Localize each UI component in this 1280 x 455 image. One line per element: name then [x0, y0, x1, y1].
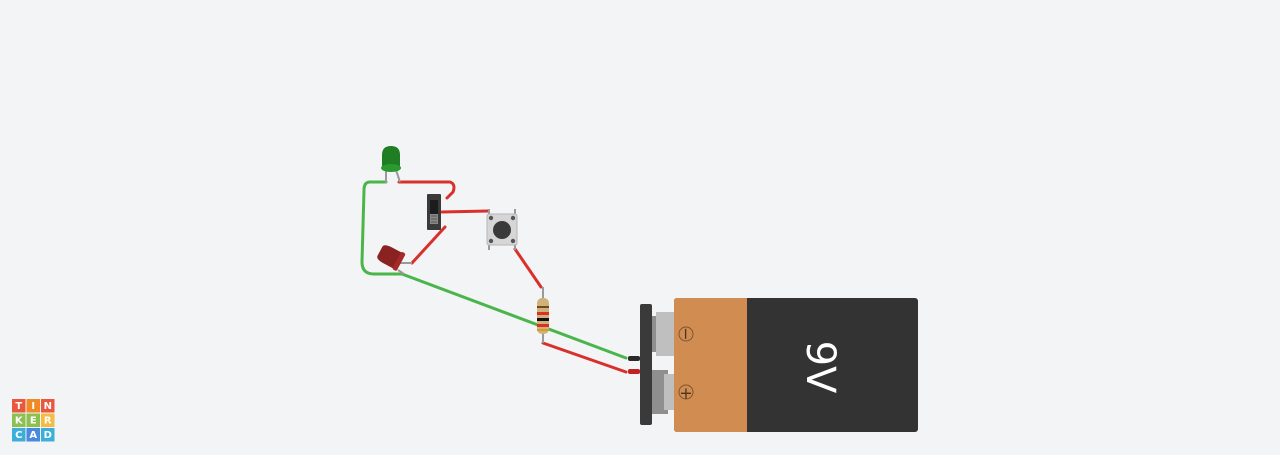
- battery-9v[interactable]: − + 9V: [628, 298, 918, 432]
- logo-tile: [41, 413, 55, 427]
- resistor-band-1: [537, 306, 549, 308]
- wire-red-led-to-switch[interactable]: [397, 180, 456, 200]
- resistor-band-2: [537, 312, 549, 315]
- logo-tile: [41, 399, 55, 413]
- logo-letter: I: [31, 401, 35, 412]
- battery-positive-lead: [628, 369, 640, 374]
- green-led[interactable]: [381, 146, 401, 183]
- logo-letter: A: [29, 430, 37, 441]
- wire-red-switch-to-button[interactable]: [440, 209, 490, 214]
- wire-red-button-to-resistor[interactable]: [513, 247, 543, 289]
- logo-tile: [26, 413, 40, 427]
- resistor-band-3: [537, 318, 549, 321]
- logo-letter: C: [15, 430, 22, 441]
- red-led[interactable]: [375, 242, 412, 275]
- wire-red-resistor-to-battery[interactable]: [541, 341, 628, 374]
- logo-letter: K: [15, 415, 24, 426]
- battery-plus-symbol: +: [679, 384, 692, 403]
- slide-switch[interactable]: [427, 194, 441, 230]
- logo-tile: [12, 428, 26, 442]
- logo-tile: [26, 428, 40, 442]
- battery-plus-ring: [678, 384, 694, 400]
- logo-tile: [12, 413, 26, 427]
- pushbutton[interactable]: [486, 209, 518, 250]
- logo-letter: N: [44, 401, 52, 412]
- resistor[interactable]: [537, 287, 549, 343]
- battery-minus-ring: [678, 326, 694, 342]
- tinkercad-logo: T I N K E R C A D: [12, 399, 55, 442]
- wires: [360, 180, 628, 374]
- wire-red-switch-to-red-led[interactable]: [410, 225, 447, 265]
- logo-tile: [26, 399, 40, 413]
- logo-tile: [12, 399, 26, 413]
- battery-minus-symbol: −: [677, 327, 696, 340]
- battery-label: 9V: [797, 341, 843, 394]
- logo-letter: T: [15, 401, 22, 412]
- logo-letter: D: [44, 430, 52, 441]
- wire-green-ground[interactable]: [360, 180, 628, 360]
- logo-letter: E: [30, 415, 37, 426]
- logo-tile: [41, 428, 55, 442]
- resistor-band-5: [537, 329, 549, 331]
- battery-negative-lead: [628, 356, 640, 361]
- logo-letter: R: [44, 415, 52, 426]
- resistor-band-4: [537, 324, 549, 327]
